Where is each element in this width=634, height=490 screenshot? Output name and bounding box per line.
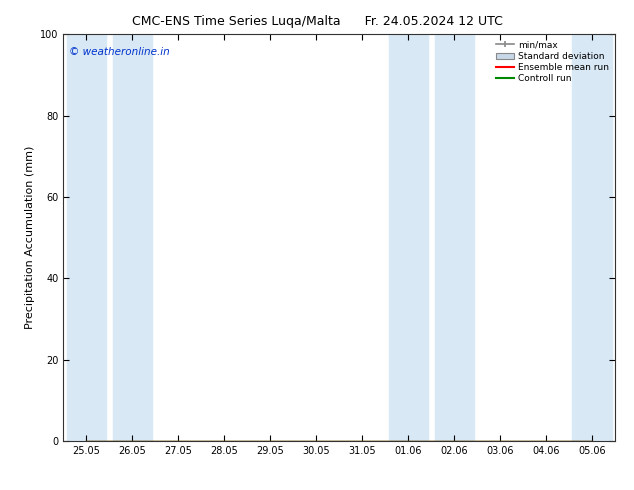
Text: © weatheronline.in: © weatheronline.in [69,47,170,56]
Bar [113,34,152,441]
Bar [389,34,428,441]
Bar [434,34,474,441]
Bar [573,34,612,441]
Text: CMC-ENS Time Series Luqa/Malta      Fr. 24.05.2024 12 UTC: CMC-ENS Time Series Luqa/Malta Fr. 24.05… [132,15,502,28]
Bar [67,34,106,441]
Legend: min/max, Standard deviation, Ensemble mean run, Controll run: min/max, Standard deviation, Ensemble me… [494,39,611,85]
Y-axis label: Precipitation Accumulation (mm): Precipitation Accumulation (mm) [25,146,35,329]
